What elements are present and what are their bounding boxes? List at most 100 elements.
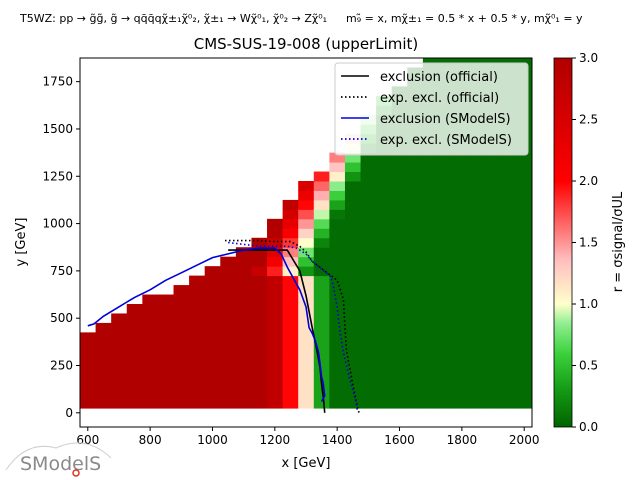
logo-swirl	[5, 442, 112, 471]
heatmap-cell	[469, 171, 486, 182]
heatmap-cell	[391, 181, 408, 191]
heatmap-cell	[376, 152, 393, 163]
heatmap-cell	[454, 322, 471, 333]
heatmap-cell	[329, 313, 346, 324]
heatmap-cell	[204, 351, 221, 362]
heatmap-cell	[422, 228, 439, 239]
heatmap-cell	[360, 218, 377, 229]
heatmap-cell	[142, 389, 159, 400]
heatmap-cell	[329, 228, 346, 239]
heatmap-cell	[485, 285, 502, 296]
heatmap-cell	[422, 294, 439, 305]
heatmap-cell	[438, 209, 455, 220]
heatmap-cell	[469, 294, 486, 305]
heatmap-cell	[126, 389, 143, 400]
heatmap-cell	[344, 162, 362, 173]
heatmap-cell	[469, 218, 486, 229]
heatmap-cell	[329, 341, 346, 352]
heatmap-cell	[454, 209, 471, 220]
heatmap-cell	[360, 351, 377, 362]
heatmap-cell	[344, 370, 362, 381]
heatmap-cell	[360, 379, 377, 390]
heatmap-cell	[485, 322, 502, 333]
heatmap-cell	[485, 162, 502, 173]
heatmap-cell	[157, 332, 175, 343]
heatmap-cell	[469, 181, 486, 191]
heatmap-cell	[360, 360, 377, 371]
heatmap-cell	[267, 332, 284, 343]
heatmap-cell	[438, 294, 455, 305]
heatmap-cell	[516, 313, 532, 324]
heatmap-cell	[126, 332, 143, 343]
heatmap-cell	[485, 332, 502, 343]
heatmap-cell	[516, 209, 532, 220]
heatmap-cell	[454, 389, 471, 400]
heatmap-cell	[298, 370, 315, 381]
heatmap-cell	[329, 398, 346, 409]
heatmap-cell	[313, 285, 330, 296]
heatmap-cell	[313, 181, 330, 191]
heatmap-cell	[282, 199, 299, 210]
heatmap-cell	[454, 152, 471, 163]
heatmap-cell	[391, 190, 408, 201]
heatmap-cell	[173, 341, 190, 352]
heatmap-cell	[173, 398, 190, 409]
heatmap-cell	[438, 332, 455, 343]
heatmap-cell	[157, 389, 175, 400]
heatmap-cell	[344, 228, 362, 239]
heatmap-cell	[516, 398, 532, 409]
heatmap-cell	[360, 332, 377, 343]
heatmap-cell	[313, 322, 330, 333]
heatmap-cell	[344, 152, 362, 163]
heatmap-cell	[189, 379, 206, 390]
heatmap-cell	[438, 171, 455, 182]
heatmap-cell	[189, 341, 206, 352]
y-axis-ticks: 0 250 500 750 1000 1250 1500 1750	[42, 75, 80, 420]
heatmap-cell	[126, 341, 143, 352]
heatmap-cell	[422, 370, 439, 381]
heatmap-cell	[95, 389, 112, 400]
heatmap-cell	[220, 313, 237, 324]
heatmap-cell	[516, 341, 532, 352]
heatmap-cell	[80, 341, 97, 352]
heatmap-cell	[438, 351, 455, 362]
heatmap-cell	[313, 398, 330, 409]
heatmap-cell	[344, 351, 362, 362]
heatmap-cell	[438, 266, 455, 277]
heatmap-cell	[344, 209, 362, 220]
heatmap-cell	[407, 171, 424, 182]
heatmap-cell	[267, 285, 284, 296]
colorbar-tick-label: 0.5	[579, 359, 598, 373]
heatmap-cell	[344, 332, 362, 343]
heatmap-cell	[391, 341, 408, 352]
heatmap-cell	[438, 218, 455, 229]
heatmap-cell	[360, 294, 377, 305]
heatmap-cell	[407, 332, 424, 343]
heatmap-cell	[157, 341, 175, 352]
heatmap-cell	[422, 152, 439, 163]
heatmap-cell	[142, 398, 159, 409]
heatmap-cell	[142, 332, 159, 343]
heatmap-cell	[485, 266, 502, 277]
heatmap-cell	[313, 389, 330, 400]
heatmap-cell	[189, 294, 206, 305]
heatmap-cell	[142, 351, 159, 362]
heatmap-cell	[376, 247, 393, 258]
heatmap-cell	[500, 360, 517, 371]
heatmap-cell	[282, 398, 299, 409]
heatmap-cell	[360, 322, 377, 333]
heatmap-cell	[142, 313, 159, 324]
heatmap-cell	[516, 256, 532, 267]
heatmap-cell	[454, 181, 471, 191]
heatmap-cell	[376, 294, 393, 305]
heatmap-cell	[267, 351, 284, 362]
heatmap-cell	[80, 360, 97, 371]
heatmap-cell	[407, 237, 424, 248]
heatmap-cell	[438, 190, 455, 201]
y-tick-label: 750	[50, 264, 73, 278]
heatmap-cell	[438, 199, 455, 210]
heatmap-cell	[469, 275, 486, 286]
heatmap-cell	[235, 266, 252, 277]
legend-label-official: exclusion (official)	[380, 70, 498, 85]
heatmap-cell	[500, 162, 517, 173]
